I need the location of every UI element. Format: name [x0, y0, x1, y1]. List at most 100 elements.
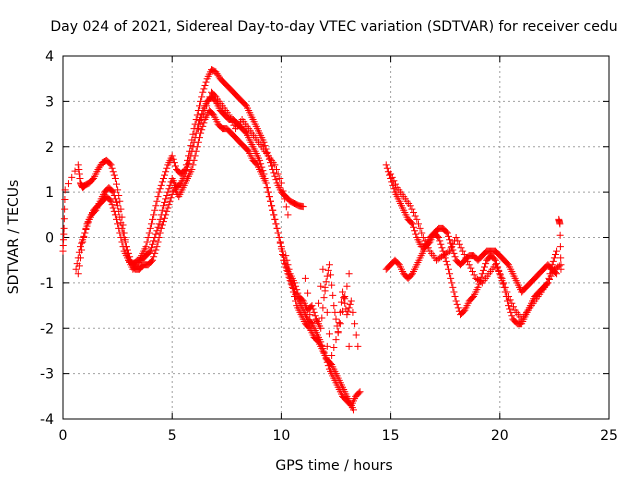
data-point: [79, 238, 87, 246]
data-point: [272, 220, 280, 228]
data-point: [291, 279, 299, 287]
data-point: [271, 215, 279, 223]
y-axis-label: SDTVAR / TECUs: [6, 180, 22, 295]
data-point: [158, 206, 166, 214]
data-point: [163, 207, 171, 215]
data-point: [547, 272, 555, 280]
data-point: [155, 234, 163, 241]
data-point: [61, 186, 69, 194]
data-point: [117, 219, 125, 227]
data-point: [418, 229, 426, 237]
data-point: [273, 224, 281, 232]
data-point: [107, 161, 115, 169]
data-point: [477, 278, 485, 286]
data-point: [446, 247, 454, 255]
data-point: [75, 165, 83, 173]
data-point: [142, 243, 150, 251]
data-point: [343, 282, 351, 290]
data-point: [201, 106, 209, 114]
data-points: [59, 66, 565, 414]
data-point: [162, 211, 170, 219]
series-track-d: [194, 88, 292, 219]
data-point: [159, 202, 167, 210]
data-point: [467, 264, 475, 272]
data-point: [183, 163, 191, 171]
data-point: [158, 178, 166, 186]
data-point: [449, 240, 457, 248]
data-point: [293, 286, 301, 294]
data-point: [256, 156, 264, 164]
data-point: [284, 211, 292, 219]
data-point: [509, 303, 517, 311]
data-point: [271, 161, 279, 169]
data-point: [447, 274, 455, 282]
series-isolated: [345, 215, 565, 350]
data-point: [349, 308, 357, 316]
data-point: [557, 254, 565, 262]
data-point: [152, 246, 160, 254]
data-point: [196, 120, 204, 128]
y-tick-label: 3: [45, 94, 54, 110]
data-point: [323, 272, 331, 280]
x-tick-label: 0: [59, 428, 68, 444]
x-tick-label: 20: [491, 428, 509, 444]
data-point: [444, 265, 452, 273]
data-point: [442, 228, 450, 236]
data-point: [548, 261, 556, 269]
data-point: [443, 261, 451, 269]
data-point: [501, 283, 509, 291]
data-point: [506, 296, 514, 304]
data-point: [347, 297, 355, 305]
data-point: [355, 389, 363, 397]
series-track-c: [74, 106, 357, 414]
data-point: [113, 180, 121, 188]
data-point: [78, 239, 86, 247]
data-point: [493, 264, 501, 272]
data-point: [411, 212, 419, 220]
data-point: [76, 243, 84, 251]
data-point: [125, 249, 133, 257]
data-point: [126, 253, 134, 261]
data-point: [153, 197, 161, 205]
data-point: [270, 211, 278, 219]
data-point: [556, 220, 564, 228]
data-point: [507, 308, 515, 316]
data-point: [264, 188, 272, 196]
data-point: [156, 229, 164, 237]
data-point: [407, 219, 415, 227]
data-point: [442, 257, 450, 265]
data-point: [203, 102, 211, 110]
data-point: [339, 288, 347, 296]
data-point: [457, 244, 465, 252]
data-point: [414, 220, 422, 228]
data-point: [162, 195, 170, 203]
data-point: [465, 261, 473, 269]
data-point: [351, 320, 359, 328]
data-point: [145, 248, 153, 256]
data-point: [435, 234, 443, 241]
series-burst-11-13: [282, 252, 362, 359]
series-track-b: [72, 93, 364, 409]
data-point: [159, 175, 167, 183]
data-point: [170, 159, 178, 167]
data-point: [438, 244, 446, 252]
data-point: [60, 224, 68, 232]
data-point: [412, 230, 420, 238]
data-point: [451, 253, 459, 261]
data-point: [474, 283, 482, 291]
data-point: [481, 263, 489, 271]
data-point: [81, 229, 89, 237]
data-point: [154, 238, 162, 246]
data-point: [116, 197, 124, 205]
data-point: [192, 147, 200, 155]
data-point: [146, 224, 154, 232]
data-point: [321, 287, 329, 295]
data-point: [410, 223, 418, 231]
data-point: [119, 229, 127, 237]
data-point: [108, 201, 116, 209]
data-point: [152, 202, 160, 210]
data-point: [150, 211, 158, 219]
data-point: [482, 260, 490, 268]
data-point: [114, 186, 122, 194]
data-point: [508, 312, 516, 320]
